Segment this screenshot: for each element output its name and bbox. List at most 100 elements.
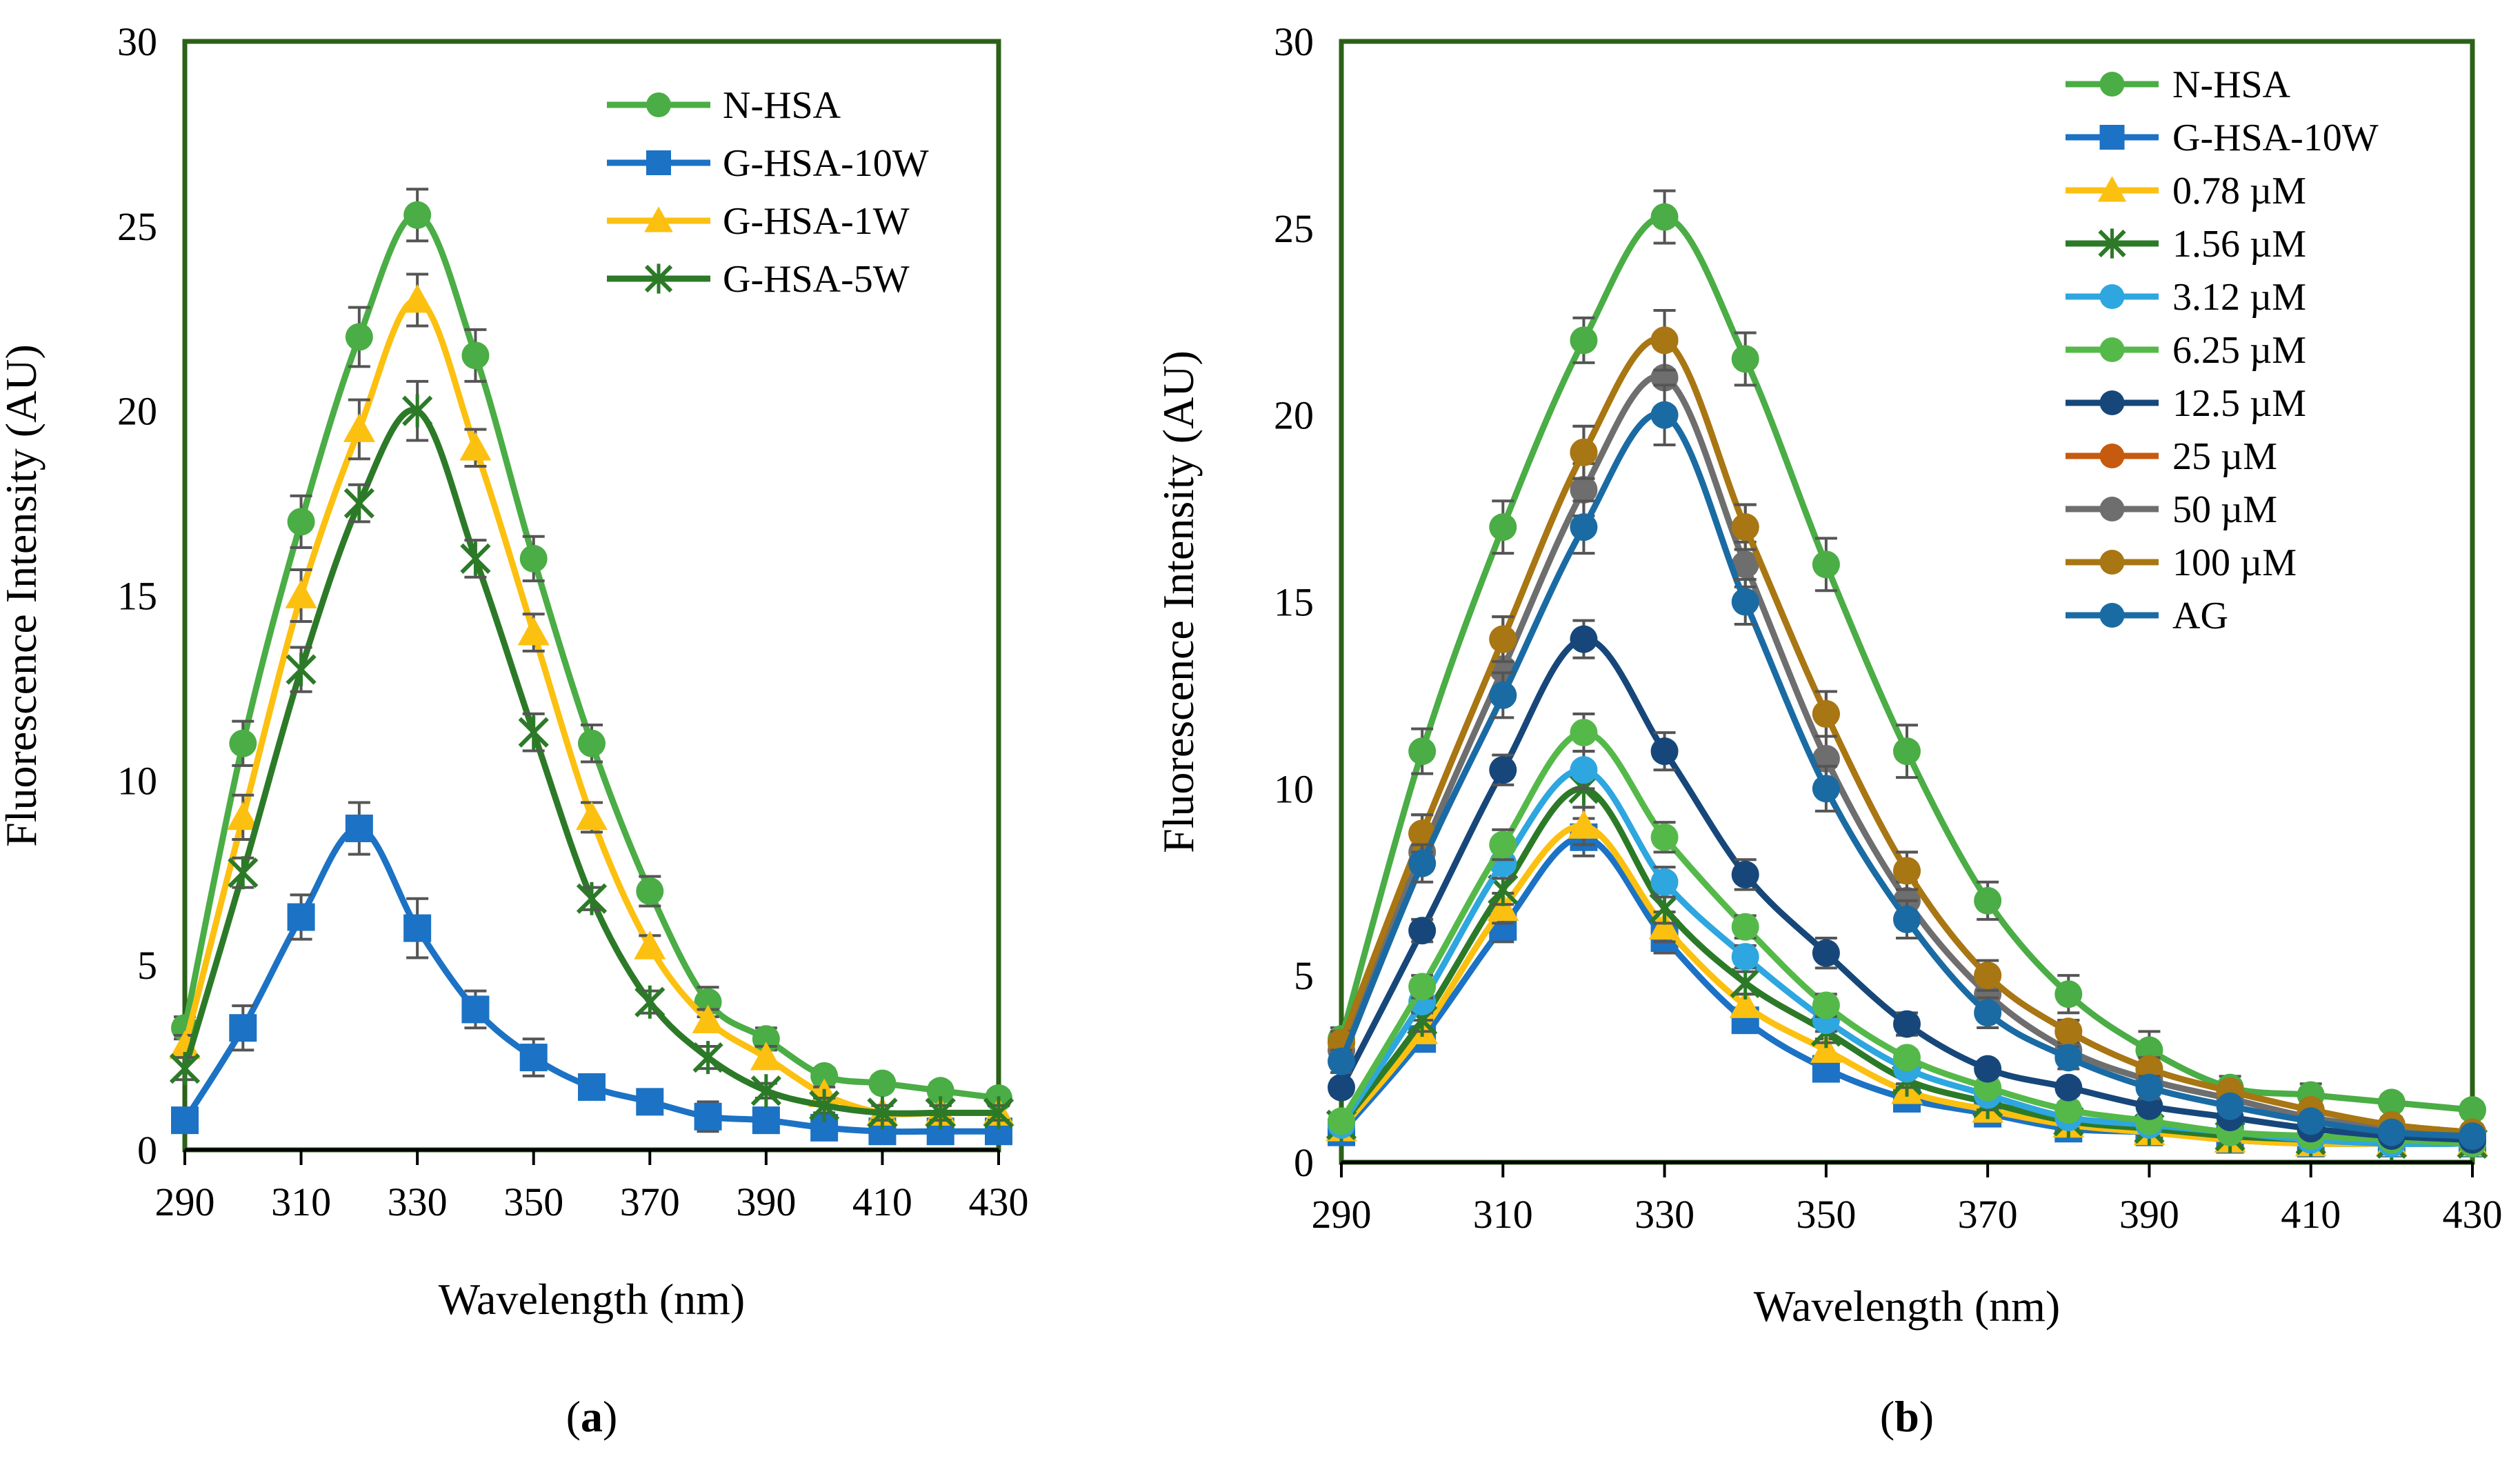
panel-b-legend-item: 50 µM — [2066, 488, 2277, 531]
panel-a-data-point — [345, 323, 373, 351]
panel-b-legend-label: AG — [2172, 595, 2228, 637]
panel-b-x-axis-label: Wavelength (nm) — [1754, 1282, 2060, 1331]
panel-b-legend: N-HSA G-HSA-10W 0.78 µM 1.56 µM 3.12 µM 6.25 … — [2066, 63, 2379, 637]
panel-a-legend-item: G-HSA-1W — [607, 200, 910, 243]
panel-a-data-point — [460, 541, 491, 575]
panel-b-data-point — [1570, 625, 1598, 653]
panel-b-data-point — [2459, 1122, 2486, 1151]
panel-a-data-point — [171, 1106, 199, 1135]
panel-a-y-tick-label: 25 — [117, 204, 157, 249]
panel-a-y-tick-label: 30 — [117, 19, 157, 64]
panel-a-legend-marker — [646, 150, 671, 175]
panel-b-data-point — [2135, 1073, 2163, 1102]
panel-a-series-2 — [169, 272, 1014, 1126]
panel-b-legend-item: 100 µM — [2066, 541, 2297, 584]
panel-b-legend-item: N-HSA — [2066, 63, 2291, 106]
panel-b-legend-item: 1.56 µM — [2066, 223, 2306, 266]
panel-a-legend-label: G-HSA-5W — [723, 258, 910, 301]
panel-b-legend-marker — [2099, 550, 2125, 575]
panel-b-data-point — [1812, 991, 1840, 1019]
panel-b-data-point — [1893, 905, 1921, 933]
panel-b-y-tick-label: 10 — [1274, 766, 1314, 811]
panel-a-data-point — [636, 1088, 664, 1116]
panel-b-data-point — [1570, 513, 1598, 541]
panel-b-y-tick-label: 30 — [1274, 19, 1314, 64]
panel-a-x-axis-label: Wavelength (nm) — [439, 1275, 745, 1324]
panel-b-caption: (b) — [1880, 1392, 1934, 1441]
panel-a-data-point — [809, 1088, 840, 1122]
panel-a-data-point — [576, 882, 608, 915]
panel-a-y-tick-label: 0 — [137, 1128, 157, 1173]
panel-b-data-point — [1974, 962, 2002, 990]
panel-a-data-point — [345, 814, 373, 842]
panel-b-legend-item: 3.12 µM — [2066, 276, 2306, 319]
panel-a-data-point — [519, 1044, 548, 1072]
panel-b-data-point — [1650, 868, 1679, 896]
panel-b-data-point — [1648, 910, 1681, 940]
panel-a-x-tick-label: 290 — [155, 1180, 215, 1224]
panel-b-legend-marker — [2099, 284, 2125, 309]
panel-a-legend-marker — [644, 206, 673, 232]
panel-b-x-tick-label: 410 — [2281, 1192, 2341, 1237]
panel-b-data-point — [2054, 1044, 2083, 1072]
panel-b-legend-marker — [2099, 390, 2125, 415]
panel-b-data-point — [1489, 681, 1517, 709]
panel-a-data-point — [459, 432, 492, 461]
panel-a-y-tick-label: 15 — [117, 574, 157, 619]
panel-b-x-tick-label: 330 — [1634, 1192, 1694, 1237]
panel-b-data-point — [2377, 1088, 2406, 1117]
panel-b-data-point — [1570, 326, 1598, 355]
panel-b-data-point — [2054, 1096, 2083, 1124]
panel-a-legend: N-HSA G-HSA-10W G-HSA-1W G-HSA-5W — [607, 84, 929, 301]
panel-b-data-point — [1489, 625, 1517, 653]
panel-b-data-point — [1489, 513, 1517, 541]
panel-b-legend-marker — [2099, 125, 2125, 150]
panel-a-data-point — [692, 1041, 723, 1075]
panel-a-data-point — [287, 508, 315, 536]
panel-b-data-point — [1650, 326, 1679, 355]
panel-a-data-point — [576, 801, 608, 830]
panel-b-legend-label: 6.25 µM — [2172, 329, 2306, 372]
panel-b-data-point — [2054, 980, 2083, 1008]
panel-b-legend-label: 3.12 µM — [2172, 276, 2306, 319]
panel-b-legend-marker — [2097, 176, 2127, 202]
panel-a-data-point — [634, 985, 666, 1019]
panel-b-data-point — [1729, 989, 1761, 1018]
panel-b-legend-marker — [2099, 444, 2125, 468]
panel-b-data-point — [1570, 719, 1598, 747]
panel-b-data-point — [1570, 438, 1598, 466]
panel-b-legend-label: 50 µM — [2172, 488, 2277, 531]
panel-b-legend-marker — [2099, 603, 2125, 628]
panel-b-x-tick-label: 370 — [1958, 1192, 2018, 1237]
panel-a-data-point — [228, 856, 259, 890]
panel-a-data-point — [692, 1004, 724, 1033]
panel-a-x-tick-label: 430 — [969, 1180, 1029, 1224]
panel-b-data-point — [2054, 1017, 2083, 1046]
panel-a-legend-marker — [644, 263, 673, 294]
panel-b-data-point — [1489, 756, 1517, 784]
panel-b-legend-marker — [2098, 228, 2126, 259]
panel-b-data-point — [1893, 1010, 1921, 1038]
panel-b-data-point — [1487, 892, 1519, 922]
panel-b-data-point — [1893, 1044, 1921, 1072]
panel-b-data-point — [1974, 999, 2002, 1027]
panel-a-data-point — [286, 653, 317, 686]
panel-b-x-tick-label: 290 — [1312, 1192, 1372, 1237]
panel-b-data-point — [1650, 823, 1679, 851]
panel-b-y-axis-label: Fluorescence Intensity (AU) — [1154, 350, 1203, 853]
panel-a: 290 310 330 350 370 390 410 430 0 5 10 15 20 25 30 Wave… — [0, 19, 1029, 1441]
panel-a-y-tick-label: 10 — [117, 758, 157, 803]
panel-b-data-point — [1812, 775, 1840, 803]
panel-a-data-point — [518, 715, 549, 749]
panel-a-legend-label: G-HSA-10W — [723, 142, 929, 185]
panel-b-legend-label: N-HSA — [2172, 63, 2291, 106]
panel-a-y-tick-label: 20 — [117, 389, 157, 434]
panel-a-data-point — [810, 1062, 839, 1090]
panel-b-data-point — [2216, 1092, 2244, 1120]
panel-b-data-point — [2054, 1073, 2083, 1102]
panel-b-data-point — [2377, 1118, 2406, 1146]
panel-a-legend-item: N-HSA — [607, 84, 841, 127]
panel-a-data-point — [578, 1073, 606, 1101]
panel-a-y-tick-label: 5 — [137, 943, 157, 988]
panel-a-legend-item: G-HSA-10W — [607, 142, 929, 185]
